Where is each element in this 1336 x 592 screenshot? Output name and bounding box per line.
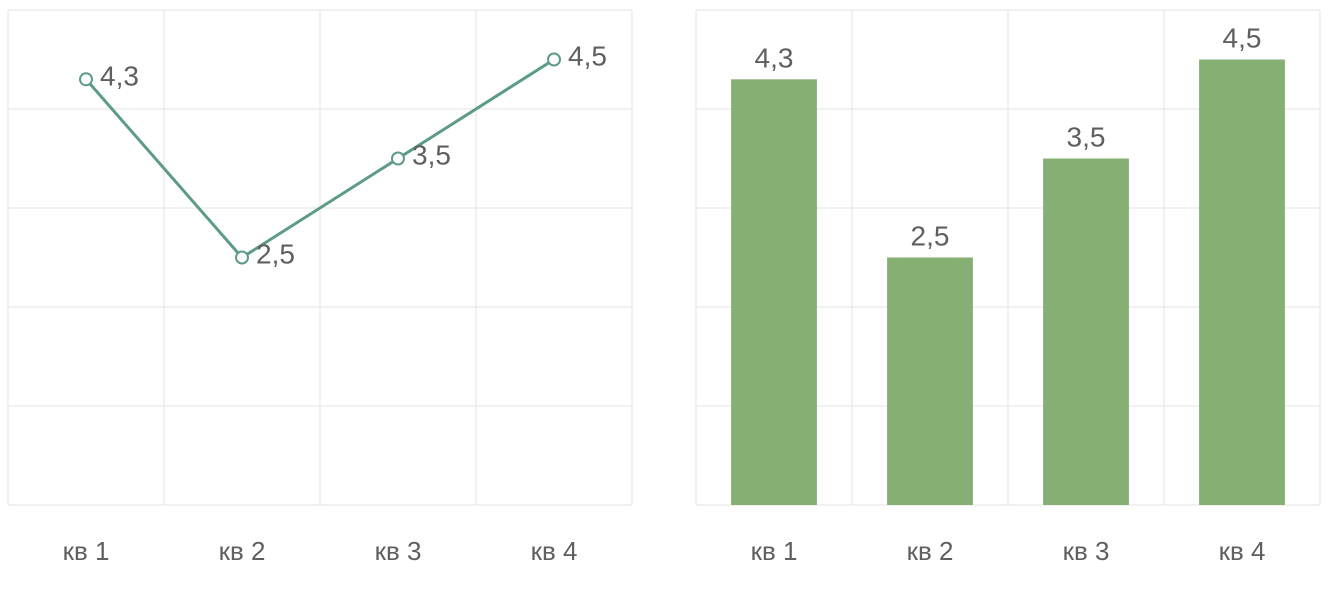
bar-chart-panel: 4,3 2,5 3,5 4,5 кв 1 кв 2 кв 3 кв 4 — [668, 0, 1336, 592]
data-label: 4,3 — [755, 42, 794, 73]
bar — [1043, 159, 1129, 506]
x-axis-label: кв 4 — [1219, 536, 1266, 566]
line-chart-panel: 4,3 2,5 3,5 4,5 кв 1 кв 2 кв 3 кв 4 — [0, 0, 668, 592]
x-axis-label: кв 4 — [531, 536, 578, 566]
x-axis-label: кв 1 — [751, 536, 798, 566]
data-label: 3,5 — [412, 140, 451, 171]
bar — [731, 79, 817, 505]
x-axis-label: кв 1 — [63, 536, 110, 566]
line-chart: 4,3 2,5 3,5 4,5 кв 1 кв 2 кв 3 кв 4 — [0, 0, 668, 592]
bar — [1199, 60, 1285, 506]
charts-container: 4,32,53,54,5кв 1кв 2кв 3кв 4 4,32,53,54,… — [0, 0, 1336, 592]
x-axis-label: кв 3 — [1063, 536, 1110, 566]
x-axis-label: кв 2 — [907, 536, 954, 566]
line-marker — [392, 153, 404, 165]
data-label: 4,3 — [100, 60, 139, 91]
bar-chart: 4,3 2,5 3,5 4,5 кв 1 кв 2 кв 3 кв 4 — [668, 0, 1336, 592]
line-marker — [236, 252, 248, 264]
x-axis-label: кв 3 — [375, 536, 422, 566]
data-label: 4,5 — [568, 41, 607, 72]
line-marker — [80, 73, 92, 85]
data-label: 2,5 — [911, 221, 950, 252]
data-label: 3,5 — [1067, 122, 1106, 153]
bar — [887, 258, 973, 506]
data-label: 2,5 — [256, 239, 295, 270]
line-marker — [548, 54, 560, 66]
data-label: 4,5 — [1223, 23, 1262, 54]
x-axis-label: кв 2 — [219, 536, 266, 566]
